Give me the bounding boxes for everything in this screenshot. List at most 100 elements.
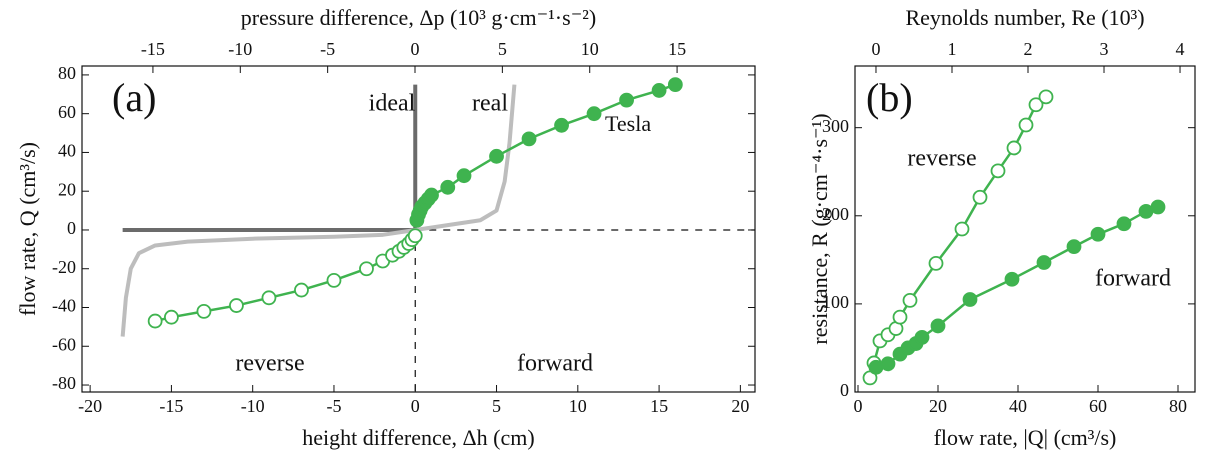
marker	[147, 313, 163, 329]
annotation: (a)	[112, 75, 156, 120]
marker	[667, 77, 683, 93]
series-label: reverse	[907, 146, 976, 172]
x2-tick-label: 10	[581, 39, 599, 59]
y-tick-label: -40	[52, 296, 76, 316]
x2-axis-label: Reynolds number, Re (10³)	[905, 5, 1144, 30]
x2-tick-label: 0	[411, 39, 420, 59]
marker	[972, 189, 988, 205]
x-tick-label: 80	[1169, 396, 1187, 416]
marker	[1116, 216, 1132, 232]
x-tick-label: 5	[492, 396, 501, 416]
y-tick-label: -20	[52, 257, 76, 277]
marker	[407, 228, 423, 244]
marker	[1028, 97, 1044, 113]
y-tick-label: 60	[58, 102, 76, 122]
x2-tick-label: -15	[141, 39, 165, 59]
x2-tick-label: -10	[228, 39, 252, 59]
marker	[1036, 255, 1052, 270]
y-tick-label: 40	[58, 141, 76, 161]
marker	[928, 255, 944, 271]
x-tick-label: 15	[650, 396, 668, 416]
marker	[1138, 203, 1154, 219]
marker	[962, 292, 978, 307]
x-tick-label: -5	[326, 396, 341, 416]
marker	[196, 303, 212, 319]
x-axis-label: flow rate, |Q| (cm³/s)	[934, 425, 1117, 450]
x-tick-label: 0	[854, 396, 863, 416]
marker	[440, 179, 456, 195]
y-tick-label: 0	[67, 218, 76, 238]
x2-tick-label: 5	[498, 39, 507, 59]
plot-frame	[854, 65, 1196, 393]
marker	[902, 292, 918, 308]
marker	[521, 131, 537, 147]
marker	[892, 309, 908, 325]
x2-tick-label: 1	[947, 39, 956, 59]
series-label: forward	[1095, 266, 1171, 292]
x-tick-label: 40	[1009, 396, 1027, 416]
marker	[294, 282, 309, 298]
series-line	[415, 83, 676, 221]
x-tick-label: 20	[731, 396, 749, 416]
x2-tick-label: 2	[1024, 39, 1033, 59]
marker	[456, 168, 472, 184]
y-tick-label: 0	[840, 380, 849, 400]
x-tick-label: 10	[569, 396, 587, 416]
marker	[1018, 117, 1034, 133]
y-tick-label: -80	[52, 373, 76, 393]
marker	[1150, 199, 1166, 215]
y-axis-label: flow rate, Q (cm³/s)	[15, 142, 40, 316]
series-label: ideal	[369, 91, 416, 117]
series-label: real	[472, 91, 508, 117]
y-axis-label: resistance, R (g·cm⁻⁴·s⁻¹)	[807, 113, 832, 344]
x-tick-label: -15	[159, 396, 183, 416]
marker	[868, 359, 884, 375]
marker	[164, 309, 179, 325]
marker	[359, 261, 374, 277]
x2-tick-label: 0	[871, 39, 880, 59]
marker	[1004, 271, 1020, 287]
x2-tick-label: 4	[1176, 39, 1185, 59]
x-tick-label: 0	[411, 396, 420, 416]
y-tick-label: -60	[52, 334, 76, 354]
series-label: reverse	[235, 351, 304, 377]
x-axis-label: height difference, Δh (cm)	[302, 425, 534, 450]
marker	[1038, 89, 1054, 105]
x-tick-label: -20	[78, 396, 102, 416]
marker	[619, 92, 634, 108]
annotation: (b)	[866, 75, 913, 120]
x2-axis-label: pressure difference, Δp (10³ g·cm⁻¹·s⁻²)	[241, 5, 596, 30]
x2-tick-label: 3	[1100, 39, 1109, 59]
marker	[229, 298, 244, 313]
series-label: forward	[517, 351, 593, 377]
x-tick-label: -10	[241, 396, 265, 416]
marker	[914, 329, 930, 345]
marker	[930, 318, 946, 334]
y-tick-label: 80	[58, 63, 76, 83]
marker	[489, 148, 504, 164]
x2-tick-label: 15	[668, 39, 686, 59]
x2-tick-label: -5	[320, 39, 335, 59]
marker	[424, 187, 439, 203]
marker	[990, 163, 1006, 179]
marker	[1090, 226, 1106, 242]
marker	[554, 117, 569, 133]
marker	[880, 356, 896, 372]
marker	[261, 290, 277, 306]
marker	[1066, 239, 1082, 255]
marker	[954, 221, 970, 237]
y-tick-label: 300	[822, 116, 849, 136]
marker	[326, 272, 342, 288]
x-tick-label: 20	[929, 396, 947, 416]
annotation: Tesla	[605, 111, 651, 136]
x-tick-label: 60	[1089, 396, 1107, 416]
marker	[1006, 140, 1022, 156]
y-tick-label: 100	[822, 292, 849, 312]
y-tick-label: 20	[58, 179, 76, 199]
marker	[651, 83, 667, 98]
y-tick-label: 200	[822, 204, 849, 224]
plot-frame	[81, 65, 756, 393]
series-line	[154, 234, 417, 323]
marker	[586, 106, 602, 122]
